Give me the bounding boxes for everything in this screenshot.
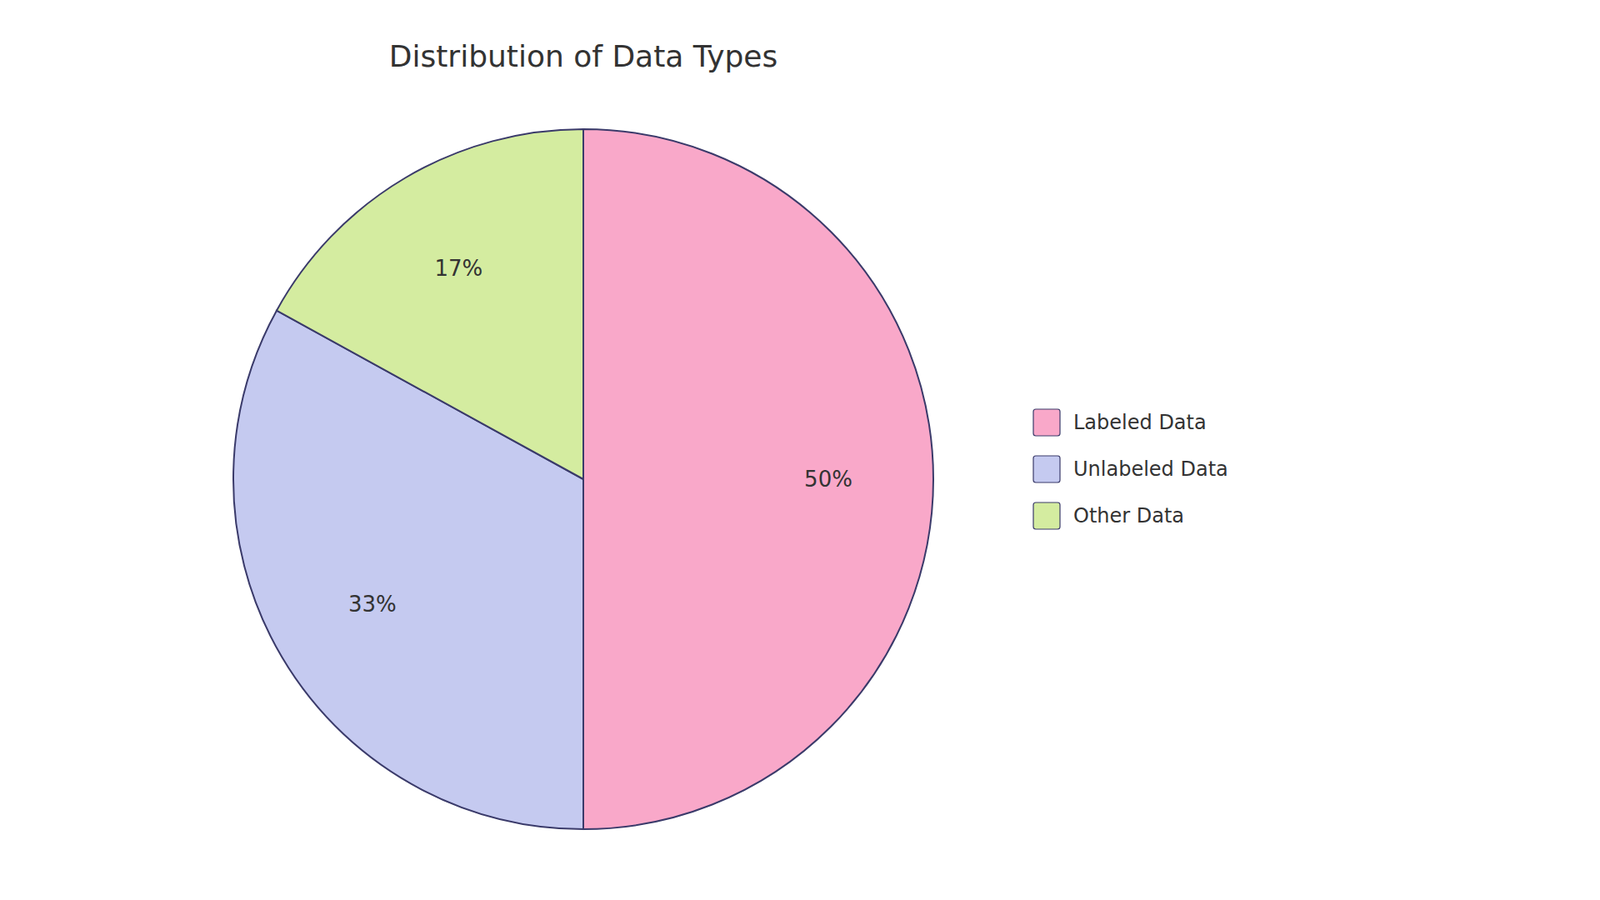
data-labels: 50% 33% 17%: [348, 255, 853, 617]
legend-label: Other Data: [1073, 504, 1185, 528]
background: [0, 0, 1600, 900]
chart: Distribution of Data Types 50% 33% 17% Label…: [0, 0, 1600, 900]
legend-swatch: [1033, 455, 1060, 483]
title: Distribution of Data Types: [389, 39, 778, 74]
data-label: 50%: [804, 466, 853, 492]
legend: Labeled Data Unlabeled Data Other Data: [1033, 409, 1229, 530]
legend-swatch: [1033, 409, 1060, 436]
data-label: 33%: [348, 591, 397, 617]
legend-label: Unlabeled Data: [1073, 457, 1229, 481]
pie-slice: [583, 129, 934, 830]
chart-container: Distribution of Data Types 50% 33% 17% Label…: [0, 0, 1600, 900]
data-label: 17%: [434, 255, 483, 281]
pie-slice: [276, 129, 584, 480]
slices: [233, 129, 934, 830]
legend-label: Labeled Data: [1073, 410, 1207, 435]
legend-swatch: [1033, 502, 1060, 530]
